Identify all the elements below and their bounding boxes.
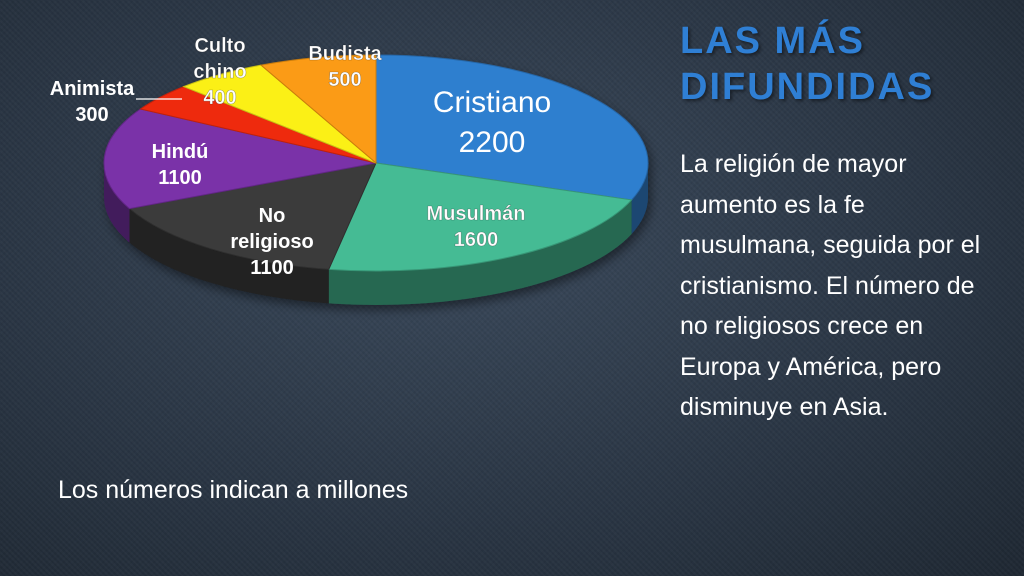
pie-label-no-religioso: No religioso 1100 xyxy=(230,205,313,279)
pie-side-cristiano xyxy=(631,163,648,234)
pie-label-cristiano: Cristiano 2200 xyxy=(433,86,551,159)
pie-label-culto-chino: Culto chino 400 xyxy=(193,35,246,109)
pie-side-musulman xyxy=(328,199,632,305)
pie-label-animista: Animista 300 xyxy=(50,78,135,126)
pie-slice-no-religioso xyxy=(128,162,377,270)
pie-side-no-religioso xyxy=(129,208,329,304)
pie-slice-musulman xyxy=(328,162,633,272)
pie-side-hindu xyxy=(104,163,130,243)
slide-title-line-2: DIFUNDIDAS xyxy=(680,66,935,108)
footnote-text: Los números indican a millones xyxy=(58,476,409,504)
pie-label-hindu: Hindú 1100 xyxy=(152,141,209,189)
slide-title: LAS MÁS DIFUNDIDAS xyxy=(680,18,1010,110)
description-text: La religión de mayor aumento es la fe mu… xyxy=(680,150,981,421)
pie-slice-cristiano xyxy=(375,54,649,201)
slide-title-line-1: LAS MÁS xyxy=(680,20,865,62)
pie-slice-budista xyxy=(259,54,377,165)
pie-slice-hindu xyxy=(103,108,377,210)
pie-label-budista: Budista 500 xyxy=(308,43,382,91)
pie-chart: Cristiano 2200 Musulmán 1600 No religioso 1100… xyxy=(50,34,649,305)
pie-label-musulman: Musulmán 1600 xyxy=(427,203,526,251)
